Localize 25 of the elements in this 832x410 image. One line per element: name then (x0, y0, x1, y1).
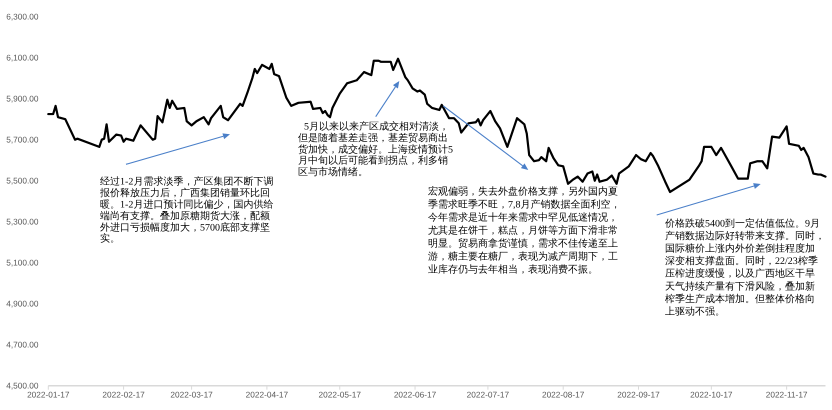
y-tick-label: 5,500.00 (6, 176, 39, 186)
x-tick-label: 2022-07-17 (466, 390, 510, 400)
annotation: 经过1-2月需求淡季，产区集团不断下调报价释放压力后，广西集团销量环比回暖。1-2月进口预计同比偏少，国内供给端尚有支撑。叠加原糖期货大涨，配额外进口亏损幅度加大，5700底部支撑坚实。 (99, 175, 274, 244)
y-tick-label: 6,100.00 (6, 52, 39, 63)
x-tick-label: 2022-08-17 (542, 390, 585, 400)
y-tick-label: 4,700.00 (6, 340, 39, 350)
y-tick-label: 5,900.00 (6, 94, 39, 104)
annotation: 宏观偏弱，失去外盘价格支撑，另外国内夏季需求旺季不旺，7,8月产销数据全面利空，今年需求是近十年来需求中罕见低迷情况，尤其是在饼干，糕点，月饼等方面下滑非常明显。贸易商拿货谨慎，需求不佳传递至上游，糖主要在糖厂，表现为减产周期下，工业库存仍与去年相当，表现消费不振。 (428, 185, 620, 276)
x-tick-label: 2022-09-17 (617, 390, 660, 400)
x-tick-label: 2022-05-17 (318, 390, 362, 400)
x-tick-label: 2022-10-17 (690, 390, 733, 400)
annotation: 价格跌破5400到一定估值低位。9月产销数据边际好转带来支撑。同时，国际糖价上涨内外价差倒挂程度加深变相支撑盘面。同时，22/23榨季压榨进度缓慢，以及广西地区干旱天气持续产量有下滑风险，叠加新榨季生产成本增加。但整体价格向上驱动不强。 (664, 216, 825, 317)
x-tick-label: 2022-03-17 (170, 390, 214, 400)
x-tick-label: 2022-02-17 (102, 390, 146, 400)
x-tick-label: 2022-06-17 (394, 390, 437, 400)
y-tick-label: 4,500.00 (6, 380, 39, 391)
y-tick-label: 5,100.00 (6, 258, 39, 268)
annotation: 5月以来以来产区成交相对清淡，但是随着基差走强，基差贸易商出货加快，成交偏好。上海疫情预计5月中旬以后可能看到拐点，利多销区与市场情绪。 (298, 120, 453, 178)
y-tick-label: 5,300.00 (6, 216, 39, 227)
y-tick-label: 6,300.00 (6, 12, 39, 22)
y-tick-label: 4,900.00 (6, 298, 39, 309)
x-tick-label: 2022-01-17 (27, 390, 70, 400)
x-tick-label: 2022-04-17 (246, 390, 288, 400)
x-tick-label: 2022-11-17 (766, 390, 808, 400)
y-tick-label: 5,700.00 (6, 134, 39, 145)
